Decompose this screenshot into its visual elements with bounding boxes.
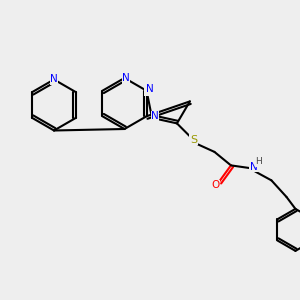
Text: N: N [144,86,152,96]
Text: N: N [122,73,130,83]
Text: N: N [151,111,159,122]
Text: S: S [190,135,197,145]
Text: O: O [211,181,220,190]
Text: N: N [50,74,58,85]
Text: H: H [255,157,262,166]
Text: N: N [250,162,257,172]
Text: N: N [146,84,154,94]
